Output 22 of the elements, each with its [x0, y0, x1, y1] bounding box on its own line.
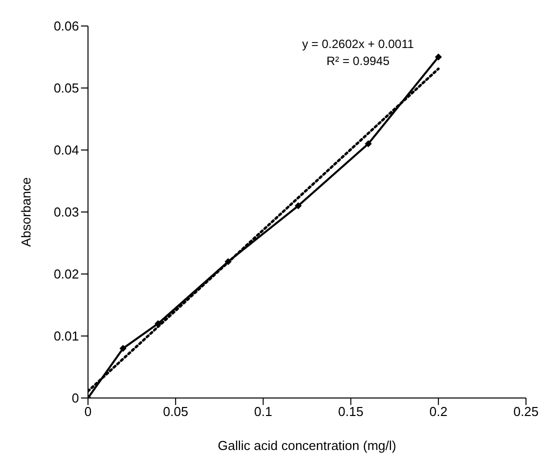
annotation: R² = 0.9945 — [325, 53, 391, 70]
point — [120, 344, 127, 352]
y-tick-label: 0.03 — [54, 204, 79, 220]
point — [294, 202, 302, 210]
y-tick-label: 0.02 — [54, 266, 79, 282]
x-tick-label: 0.25 — [513, 404, 539, 420]
x-tick-label: 0.05 — [162, 404, 188, 420]
y-tick-label: 0 — [72, 390, 79, 406]
point — [224, 258, 232, 266]
x-axis-title: Gallic acid concentration (mg/l) — [218, 438, 396, 453]
x-tick-label: 0.15 — [338, 404, 364, 420]
y-tick-label: 0.05 — [54, 80, 79, 96]
y-axis-title: Absorbance — [18, 177, 34, 247]
y-tick-label: 0.06 — [54, 18, 79, 34]
point — [434, 54, 442, 60]
x-tick-label: 0 — [84, 404, 92, 420]
x-tick-label: 0.1 — [254, 404, 272, 420]
annotation: y = 0.2602x + 0.0011 — [301, 36, 415, 53]
x-tick-label: 0.2 — [429, 404, 448, 420]
y-tick-label: 0.01 — [54, 328, 79, 344]
point — [364, 140, 372, 148]
y-tick-label: 0.04 — [54, 142, 79, 158]
